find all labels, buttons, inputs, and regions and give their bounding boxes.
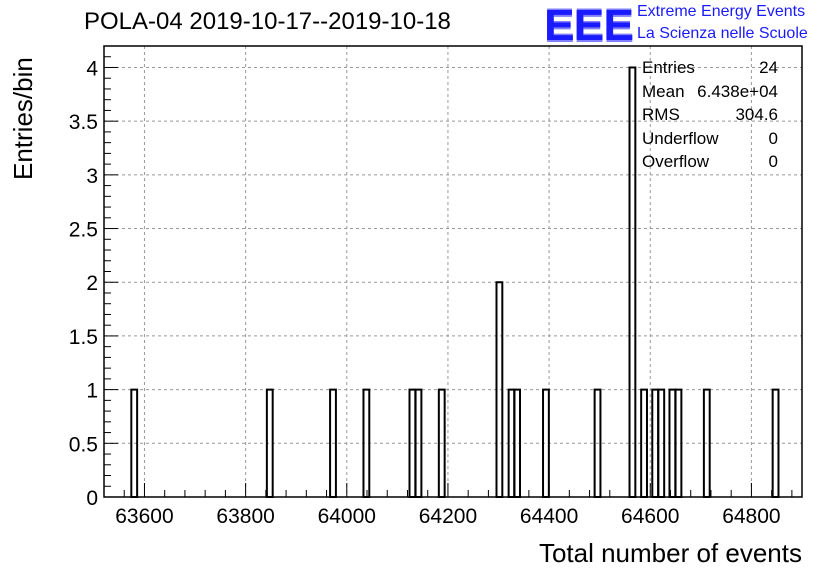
x-tick-label: 64200 [419, 505, 477, 528]
logo-caption-line-2: La Scienza nelle Scuole [637, 25, 808, 42]
x-tick-label: 64600 [621, 505, 679, 528]
stats-value: 24 [759, 58, 778, 77]
histogram-bar-17 [674, 388, 683, 498]
histogram-bar-10 [542, 388, 550, 498]
grid-lines [104, 46, 802, 497]
histogram-bar-9 [513, 388, 522, 498]
stats-row-underflow: Underflow 0 [640, 129, 780, 153]
stats-value: 304.6 [735, 105, 778, 124]
stats-label: Overflow [642, 152, 710, 171]
x-tick-label: 63600 [115, 505, 173, 528]
y-tick-label: 3 [86, 165, 98, 188]
y-tick-label: 1.5 [69, 326, 98, 349]
chart-title: POLA-04 2019-10-17--2019-10-18 [84, 8, 451, 35]
stats-label: Underflow [642, 128, 719, 148]
histogram-bar-16 [668, 388, 677, 498]
y-axis-label: Entries/bin [8, 57, 38, 180]
histogram-bar-7 [495, 281, 504, 498]
stats-value: 0 [768, 152, 778, 171]
eee-logo: EEE [544, 0, 634, 50]
histogram-bar-15 [657, 388, 666, 498]
stats-label: Entries [642, 58, 695, 77]
x-tick-label: 64400 [520, 505, 578, 528]
stats-row-entries: Entries 24 [640, 58, 780, 82]
stats-value: 6.438e+04 [697, 81, 778, 101]
axes: 63600 63800 64000 64200 64400 64600 64800 0 0.5 1… [69, 45, 803, 528]
y-tick-label: 1 [86, 380, 98, 403]
stats-box: Entries 24 Mean 6.438e+04 RMS 304.6 Underflow 0… [640, 58, 780, 176]
stats-row-rms: RMS 304.6 [640, 105, 780, 129]
histogram-bar-1 [265, 388, 274, 498]
histogram-bar-14 [651, 388, 660, 498]
y-tick-label: 0 [86, 487, 98, 510]
histogram-bar-3 [362, 388, 371, 498]
x-tick-label: 64800 [722, 505, 780, 528]
y-tick-label: 2.5 [69, 219, 98, 242]
stats-row-overflow: Overflow 0 [640, 152, 780, 176]
stats-label: RMS [642, 105, 680, 124]
logo-caption-line-1: Extreme Energy Events [637, 3, 806, 20]
y-tick-label: 4 [86, 57, 98, 80]
histogram-bar-19 [771, 388, 780, 498]
x-tick-label: 63800 [216, 505, 274, 528]
x-tick-label: 64000 [318, 505, 376, 528]
stats-row-mean: Mean 6.438e+04 [640, 82, 780, 106]
y-tick-label: 2 [86, 272, 98, 295]
y-tick-label: 3.5 [69, 111, 98, 134]
y-tick-label: 0.5 [69, 433, 98, 456]
stats-value: 0 [768, 128, 778, 148]
x-axis-label: Total number of events [539, 538, 802, 568]
stats-label: Mean [642, 81, 685, 101]
